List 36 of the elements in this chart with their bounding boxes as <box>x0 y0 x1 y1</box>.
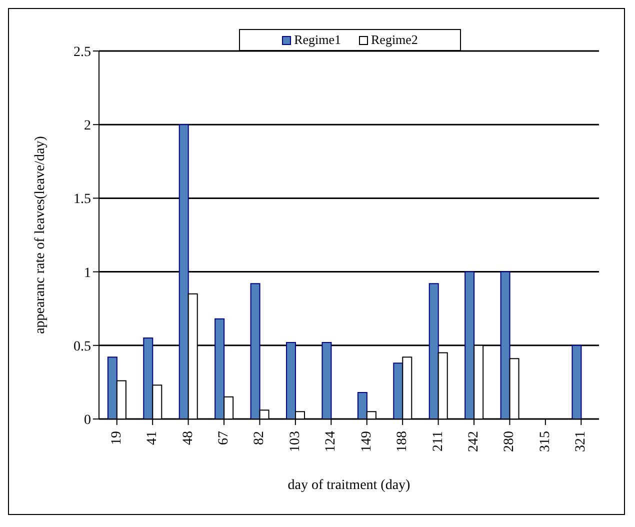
y-axis-title: appearanc rate of leaves(leave/day) <box>32 136 48 334</box>
x-tick-label: 242 <box>466 431 482 452</box>
y-tick-label: 1.5 <box>74 192 91 208</box>
x-tick-label: 124 <box>324 431 339 452</box>
y-tick-label: 1 <box>84 266 91 281</box>
x-tick-label: 82 <box>252 431 268 445</box>
bar <box>428 283 439 419</box>
bar <box>322 342 332 419</box>
x-tick-label: 211 <box>430 431 446 452</box>
x-tick-label: 315 <box>538 431 553 452</box>
bar <box>107 356 118 419</box>
bar <box>250 283 260 419</box>
bar <box>286 342 296 419</box>
x-tick-label: 19 <box>109 431 124 445</box>
bar <box>178 124 189 419</box>
x-tick-label: 41 <box>145 431 160 445</box>
x-tick-label: 149 <box>359 431 374 452</box>
bar <box>143 338 154 419</box>
bar <box>357 392 368 419</box>
y-tick-label: 0 <box>84 412 91 428</box>
x-axis-title: day of traitment (day) <box>288 478 411 493</box>
bar <box>500 271 510 419</box>
y-tick-label: 2 <box>84 118 91 134</box>
x-tick-label: 48 <box>180 431 196 445</box>
x-tick-label: 67 <box>216 431 232 445</box>
bar <box>572 344 582 419</box>
x-tick-label: 280 <box>502 431 518 452</box>
x-tick-label: 321 <box>574 431 589 452</box>
bar <box>214 318 225 419</box>
y-tick-label: 2.5 <box>74 44 91 60</box>
bar <box>464 271 475 419</box>
y-tick-label: 0.5 <box>74 339 91 354</box>
legend-label: Regime1 <box>294 32 341 48</box>
x-tick-label: 103 <box>288 431 303 452</box>
legend-label: Regime2 <box>371 32 418 48</box>
x-tick-label: 188 <box>395 431 410 452</box>
